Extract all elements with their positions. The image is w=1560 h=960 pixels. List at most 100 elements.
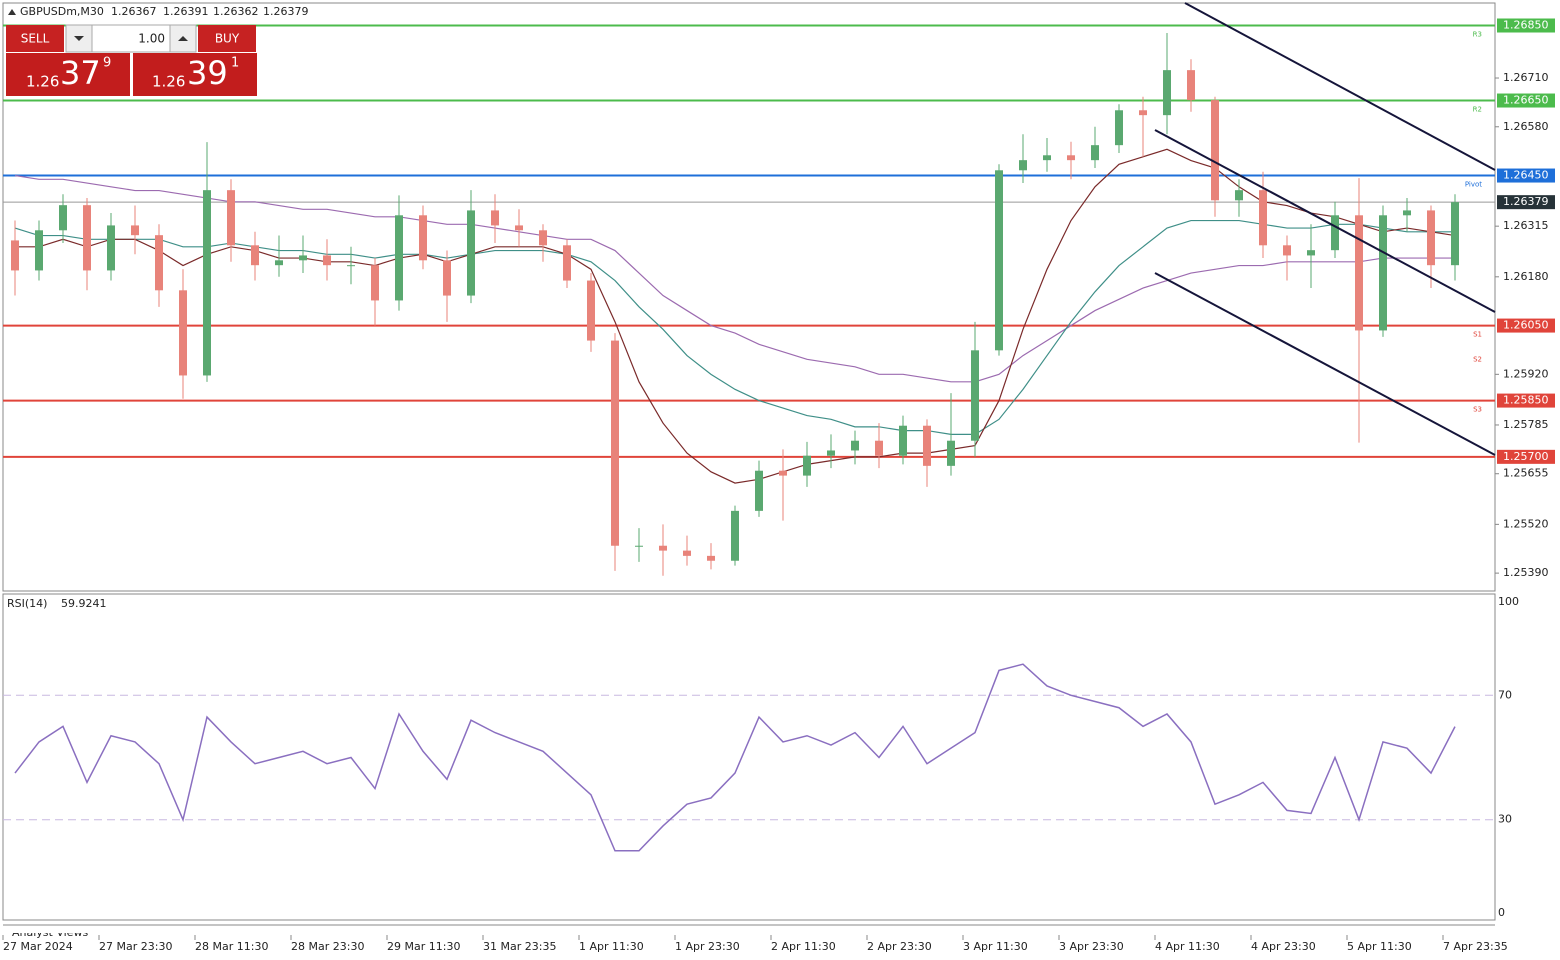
x-tick-label: 28 Mar 11:30 [195, 940, 268, 953]
candle-body [1139, 110, 1147, 116]
candle-body [83, 205, 91, 271]
tab-cover [0, 927, 1560, 933]
ask-big: 1.26 [152, 73, 185, 91]
candle-body [1043, 155, 1051, 161]
level-box [1497, 318, 1555, 333]
x-tick-label: 4 Apr 23:30 [1251, 940, 1316, 953]
y-tick-label: 1.25520 [1503, 517, 1549, 530]
level-box [1497, 18, 1555, 33]
collapse-icon[interactable] [8, 9, 16, 15]
rsi-last: 59.9241 [61, 597, 107, 610]
candle-body [443, 260, 451, 296]
y-tick-label: 70 [1498, 688, 1512, 701]
candle-body [659, 545, 667, 551]
sell-button[interactable] [6, 25, 64, 52]
buy-label: BUY [215, 32, 240, 46]
candle-body [683, 550, 691, 556]
candle-body [1259, 190, 1267, 246]
open: 1.26367 [111, 5, 157, 18]
high: 1.26391 [163, 5, 209, 18]
trendline [1154, 272, 1496, 456]
candle-body [371, 265, 379, 301]
y-tick-label: 1.26180 [1503, 270, 1549, 283]
bid-sup: 9 [103, 56, 111, 71]
candle-body [1115, 110, 1123, 146]
candle-body [707, 555, 715, 561]
candle-body [59, 205, 67, 231]
candle-body [1235, 190, 1243, 201]
price-box [1497, 195, 1555, 210]
y-tick-label: 0 [1498, 906, 1505, 919]
candle-body [107, 225, 115, 271]
trendline [1154, 129, 1496, 313]
candle-body [875, 440, 883, 456]
arrow-down [74, 36, 84, 41]
candle-body [323, 255, 331, 266]
candle-body [779, 470, 787, 476]
x-tick-label: 7 Apr 23:35 [1443, 940, 1508, 953]
candle-body [1283, 245, 1291, 256]
sell-label: SELL [21, 32, 50, 46]
x-tick-label: 4 Apr 11:30 [1155, 940, 1220, 953]
trendline [1184, 2, 1496, 171]
candle-body [515, 225, 523, 231]
candle-body [1019, 160, 1027, 171]
candle-body [11, 240, 19, 271]
candle-body [1355, 215, 1363, 331]
candle-body [155, 235, 163, 291]
bid-box[interactable] [6, 53, 130, 96]
bid-big: 1.26 [26, 73, 59, 91]
candle-body [131, 225, 139, 236]
candle-body [755, 470, 763, 511]
ask-main: 39 [187, 54, 228, 92]
low: 1.26362 [213, 5, 259, 18]
candle-body [251, 245, 259, 266]
volume-input[interactable] [91, 24, 171, 53]
candle-body [1211, 100, 1219, 201]
level-tag: R2 [1473, 106, 1482, 114]
level-box [1497, 93, 1555, 108]
candle-body [947, 440, 955, 466]
candle-body [1451, 202, 1459, 266]
level-label: 1.25700 [1503, 450, 1549, 463]
candle-body [923, 425, 931, 466]
candle-body [539, 230, 547, 246]
rsi-title: RSI(14) [7, 597, 47, 610]
arrow-up [178, 36, 188, 41]
ask-box[interactable] [133, 53, 257, 96]
ask-sup: 1 [231, 56, 239, 71]
x-tick-label: 2 Apr 23:30 [867, 940, 932, 953]
candle-body [611, 340, 619, 546]
y-tick-label: 1.25785 [1503, 418, 1549, 431]
candle-body [1187, 70, 1195, 101]
candle-body [1307, 250, 1315, 256]
candle-body [1067, 155, 1075, 161]
level-tag: S1 [1473, 331, 1482, 339]
candle-body [971, 350, 979, 441]
x-tick-label: 1 Apr 23:30 [675, 940, 740, 953]
candle-body [1163, 70, 1171, 116]
candle-body [563, 245, 571, 281]
y-tick-label: 1.26580 [1503, 120, 1549, 133]
candle-body [275, 260, 283, 266]
x-tick-label: 27 Mar 2024 [3, 940, 73, 953]
level-label: 1.26450 [1503, 169, 1549, 182]
candle-body [731, 510, 739, 561]
x-tick-label: 5 Apr 11:30 [1347, 940, 1412, 953]
x-tick-label: 3 Apr 23:30 [1059, 940, 1124, 953]
y-tick-label: 1.25655 [1503, 467, 1549, 480]
candle-body [35, 230, 43, 271]
bid-main: 37 [60, 54, 101, 92]
volume: 1.00 [138, 32, 165, 46]
level-tag: Pivot [1465, 181, 1482, 189]
y-tick-label: 1.25920 [1503, 367, 1549, 380]
main-frame [2, 2, 1496, 592]
plot: 1.253901.255201.256551.257851.259201.261… [2, 18, 1555, 953]
symbol: GBPUSDm,M30 [20, 5, 104, 18]
level-label: 1.26850 [1503, 19, 1549, 32]
buy-button[interactable] [198, 25, 256, 52]
level-tag: R3 [1473, 31, 1482, 39]
candle-body [299, 255, 307, 261]
level-box [1497, 168, 1555, 183]
